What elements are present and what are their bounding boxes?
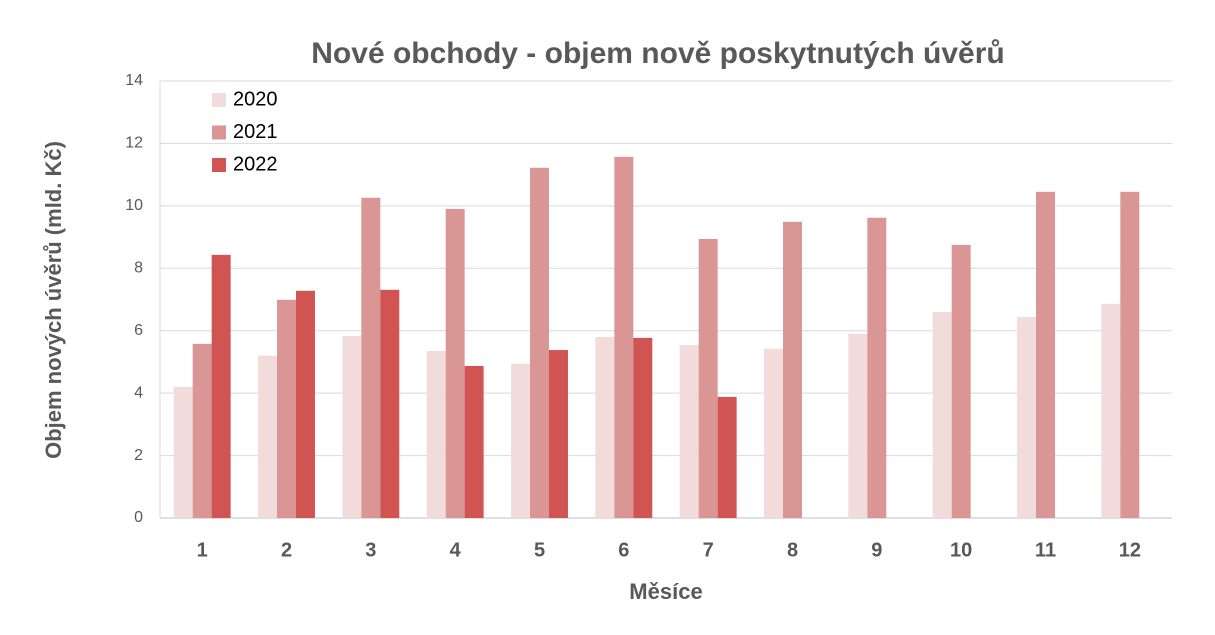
x-axis-label: Měsíce xyxy=(629,579,702,604)
bar xyxy=(295,290,315,518)
bar xyxy=(258,355,278,518)
x-tick-label: 4 xyxy=(450,539,462,561)
y-tick-label: 2 xyxy=(134,447,143,464)
bar xyxy=(1120,191,1140,518)
x-tick-label: 5 xyxy=(534,539,545,561)
bar xyxy=(679,345,699,518)
legend-swatch xyxy=(212,158,226,172)
bar xyxy=(1017,316,1037,518)
bar xyxy=(595,336,615,518)
bar xyxy=(848,333,868,518)
bar xyxy=(548,350,568,518)
y-tick-label: 14 xyxy=(125,72,143,89)
bar xyxy=(173,386,193,518)
bar xyxy=(211,254,231,518)
legend-label: 2020 xyxy=(233,88,278,110)
y-tick-label: 6 xyxy=(134,322,143,339)
x-tick-label: 6 xyxy=(618,539,629,561)
x-tick-label: 2 xyxy=(281,539,292,561)
bar xyxy=(698,238,718,519)
bar xyxy=(192,343,212,518)
y-tick-label: 10 xyxy=(125,197,143,214)
bar xyxy=(717,396,737,518)
bar xyxy=(633,337,653,518)
bar xyxy=(951,244,971,518)
y-tick-label: 12 xyxy=(125,135,143,152)
x-tick-label: 11 xyxy=(1035,539,1056,561)
x-tick-label: 7 xyxy=(703,539,714,561)
x-tick-label: 3 xyxy=(365,539,376,561)
bar xyxy=(511,363,531,518)
y-tick-label: 0 xyxy=(134,509,143,526)
y-axis-label: Objem nových úvěrů (mld. Kč) xyxy=(41,141,66,459)
legend-swatch xyxy=(212,125,226,140)
y-tick-label: 8 xyxy=(134,260,143,277)
x-tick-label: 9 xyxy=(871,539,882,561)
bar xyxy=(464,365,484,518)
x-tick-label: 8 xyxy=(787,539,798,561)
bar xyxy=(932,311,952,518)
bar xyxy=(614,156,634,518)
x-tick-label: 1 xyxy=(197,539,208,561)
y-tick-label: 4 xyxy=(134,384,143,401)
legend-label: 2022 xyxy=(233,153,278,175)
bar xyxy=(1036,191,1055,518)
x-tick-label: 12 xyxy=(1119,539,1141,561)
bar xyxy=(342,336,362,518)
bar xyxy=(783,221,802,518)
legend-swatch xyxy=(212,93,226,107)
x-tick-label: 10 xyxy=(950,539,972,561)
chart-title: Nové obchody - objem nově poskytnutých ú… xyxy=(311,37,1004,70)
bar xyxy=(445,208,465,518)
bar xyxy=(1101,303,1121,518)
bar xyxy=(764,348,784,518)
bar xyxy=(380,289,400,518)
legend-label: 2021 xyxy=(233,121,278,143)
bar xyxy=(867,217,887,518)
bar xyxy=(530,167,549,519)
bar xyxy=(426,351,446,518)
bar xyxy=(277,299,296,518)
bar xyxy=(361,197,381,518)
